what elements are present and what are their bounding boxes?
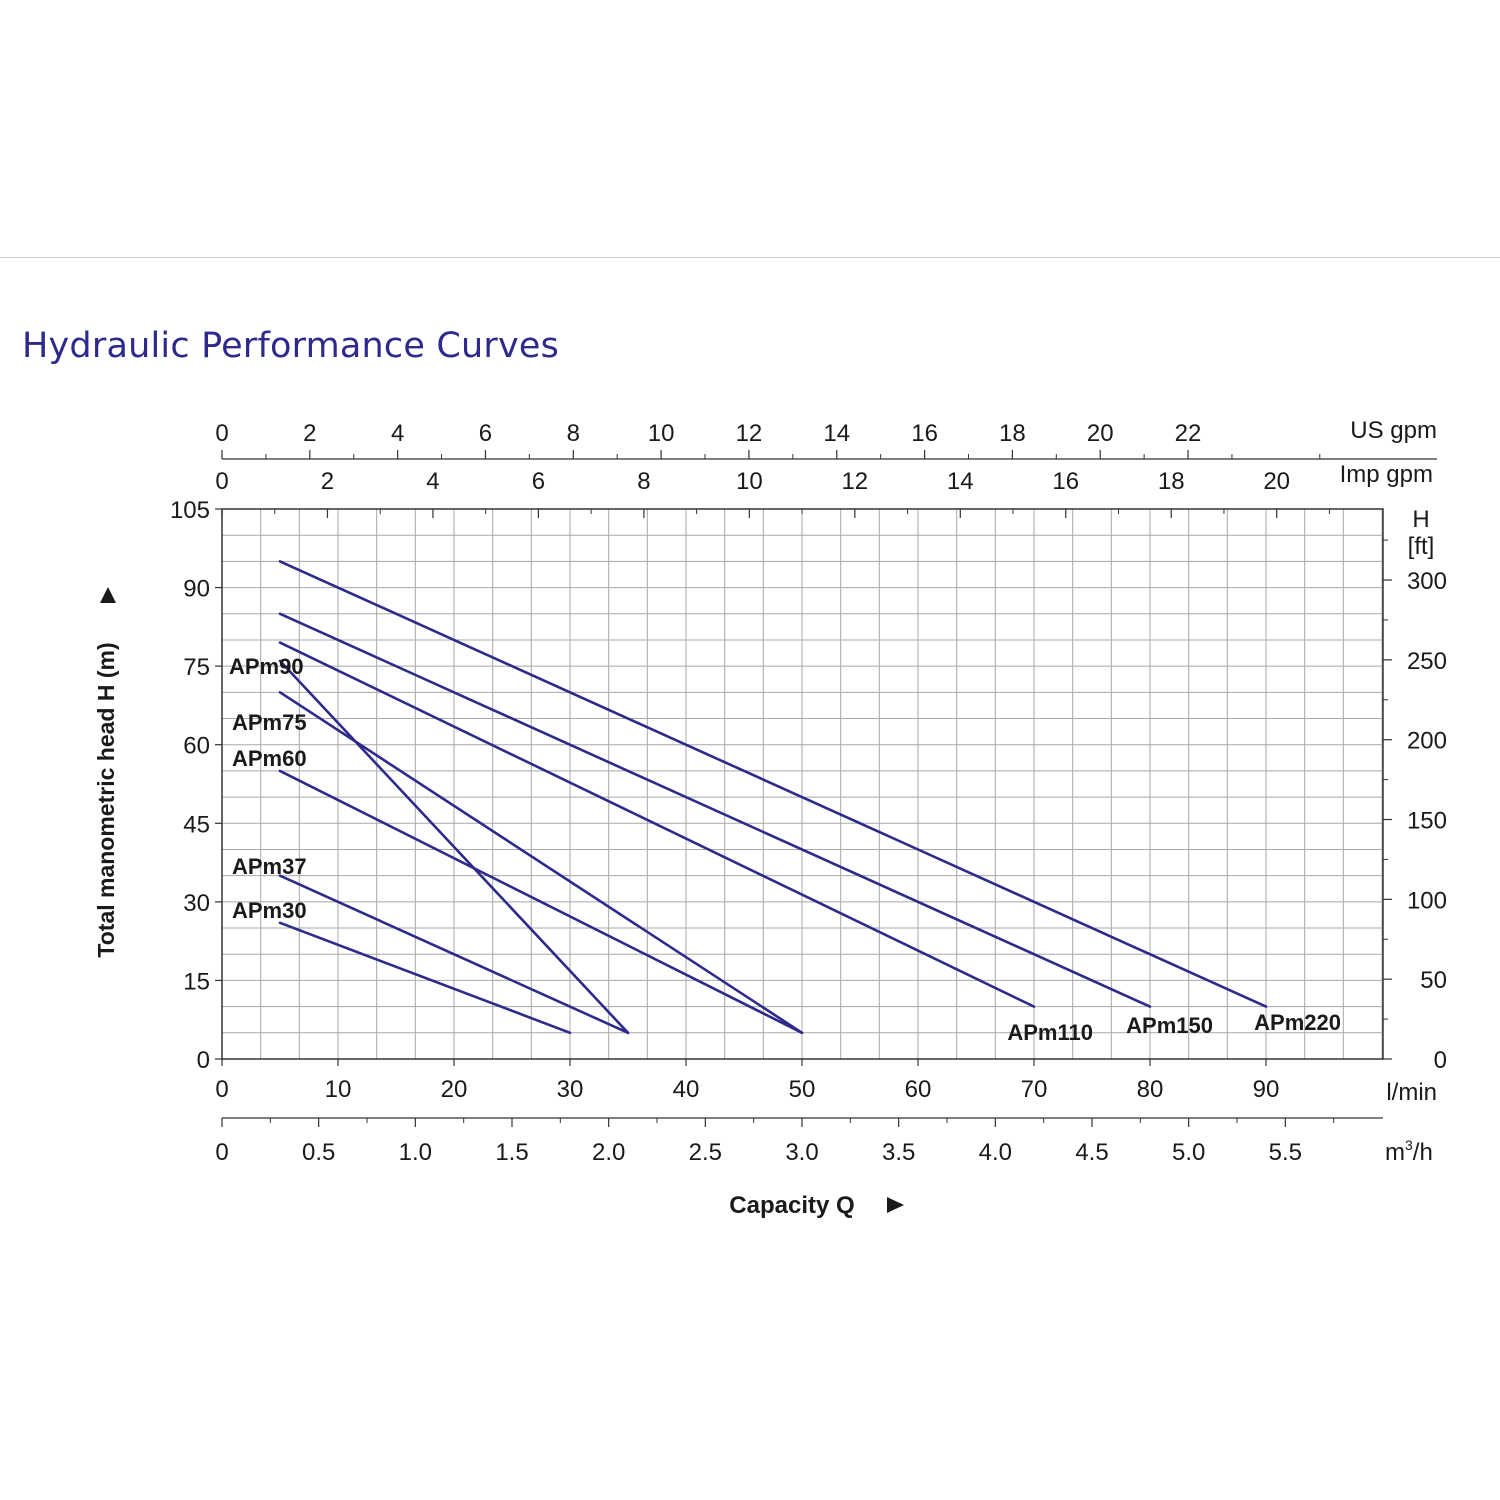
m3h-units-label: m3/h: [1385, 1137, 1433, 1166]
us-tick-label: 2: [303, 420, 316, 447]
us-tick-label: 22: [1175, 420, 1202, 447]
m3h-tick-label: 0.5: [302, 1139, 335, 1166]
m3h-tick-label: 5.5: [1269, 1139, 1302, 1166]
y-tick-label: 15: [183, 968, 210, 995]
ft-tick-label: 300: [1407, 568, 1447, 595]
imp-tick-label: 16: [1052, 468, 1079, 495]
imp-tick-label: 12: [841, 468, 868, 495]
page-title: Hydraulic Performance Curves: [22, 326, 560, 366]
us-tick-label: 10: [648, 420, 675, 447]
m3h-tick-label: 1.5: [495, 1139, 528, 1166]
x-axis-arrow-icon: [887, 1197, 904, 1213]
series-line-APm150: [278, 612, 1152, 1008]
ft-axis-title-line1: H: [1412, 506, 1429, 533]
series-label-APm75: APm75: [232, 710, 307, 735]
y-tick-label: 75: [183, 654, 210, 681]
series-label-APm60: APm60: [232, 746, 307, 771]
m3h-tick-label: 5.0: [1172, 1139, 1205, 1166]
m3h-tick-label: 2.0: [592, 1139, 625, 1166]
y-tick-label: 0: [197, 1047, 210, 1074]
imp-tick-label: 18: [1158, 468, 1185, 495]
series-label-APm37: APm37: [232, 854, 307, 879]
x-tick-label: 0: [215, 1076, 228, 1103]
series-label-APm220: APm220: [1254, 1010, 1341, 1035]
us-tick-label: 0: [215, 420, 228, 447]
m3h-tick-label: 2.5: [689, 1139, 722, 1166]
y-tick-label: 90: [183, 576, 210, 603]
us-units-label: US gpm: [1350, 417, 1437, 444]
x-axis-title: Capacity Q: [729, 1192, 854, 1219]
us-tick-label: 8: [567, 420, 580, 447]
y-tick-label: 45: [183, 811, 210, 838]
imp-units-label: Imp gpm: [1340, 461, 1433, 488]
series-line-APm75: [278, 691, 804, 1035]
series-line-APm60: [278, 769, 804, 1035]
ft-axis-title-line2: [ft]: [1408, 533, 1435, 560]
header-divider: [0, 257, 1500, 258]
x-tick-label: 30: [557, 1076, 584, 1103]
m3h-tick-label: 1.0: [399, 1139, 432, 1166]
series-label-APm110: APm110: [1007, 1020, 1093, 1045]
imp-tick-label: 2: [321, 468, 334, 495]
series-labels: APm30 APm37 APm60 APm75 APm90 APm110 APm150 APm…: [229, 654, 1341, 1045]
x-tick-label: 50: [789, 1076, 816, 1103]
series-label-APm90: APm90: [229, 654, 304, 679]
x-tick-label: 90: [1253, 1076, 1280, 1103]
y-axis-arrow-icon: [100, 587, 116, 603]
imp-tick-label: 14: [947, 468, 974, 495]
us-tick-label: 4: [391, 420, 404, 447]
x-tick-label: 20: [441, 1076, 468, 1103]
us-tick-label: 14: [823, 420, 850, 447]
series-line-APm220: [278, 560, 1268, 1008]
x-tick-label: 40: [673, 1076, 700, 1103]
m3h-tick-label: 3.0: [785, 1139, 818, 1166]
ft-tick-label: 50: [1420, 967, 1447, 994]
imp-tick-label: 20: [1263, 468, 1290, 495]
us-tick-label: 16: [911, 420, 938, 447]
y-tick-label: 60: [183, 733, 210, 760]
series-label-APm30: APm30: [232, 898, 307, 923]
x-tick-label: 80: [1137, 1076, 1164, 1103]
us-tick-label: 18: [999, 420, 1026, 447]
us-tick-label: 20: [1087, 420, 1114, 447]
imp-tick-label: 0: [215, 468, 228, 495]
m3h-tick-label: 3.5: [882, 1139, 915, 1166]
x-tick-label: 10: [325, 1076, 352, 1103]
ft-tick-label: 100: [1407, 887, 1447, 914]
imp-tick-label: 4: [426, 468, 439, 495]
imp-tick-label: 8: [637, 468, 650, 495]
y-tick-label: 105: [170, 497, 210, 524]
ft-tick-label: 250: [1407, 648, 1447, 675]
x-units-label: l/min: [1386, 1079, 1437, 1106]
y-tick-label: 30: [183, 890, 210, 917]
series-label-APm150: APm150: [1126, 1013, 1213, 1038]
series-line-APm110: [278, 641, 1036, 1008]
m3h-tick-label: 4.0: [979, 1139, 1012, 1166]
ft-tick-label: 0: [1434, 1047, 1447, 1074]
m3h-tick-label: 4.5: [1075, 1139, 1108, 1166]
m3h-tick-label: 0: [215, 1139, 228, 1166]
imp-tick-label: 10: [736, 468, 763, 495]
series-line-APm30: [278, 921, 572, 1035]
grid: [222, 509, 1383, 1059]
x-tick-label: 60: [905, 1076, 932, 1103]
us-tick-label: 12: [736, 420, 763, 447]
series-line-APm37: [278, 874, 630, 1035]
ft-tick-label: 200: [1407, 728, 1447, 755]
imp-tick-label: 6: [532, 468, 545, 495]
ft-tick-label: 150: [1407, 808, 1447, 835]
series-line-APm90: [278, 659, 630, 1035]
series-lines: [278, 560, 1268, 1035]
y-axis-title: Total manometric head H (m): [93, 642, 119, 957]
x-tick-label: 70: [1021, 1076, 1048, 1103]
us-tick-label: 6: [479, 420, 492, 447]
